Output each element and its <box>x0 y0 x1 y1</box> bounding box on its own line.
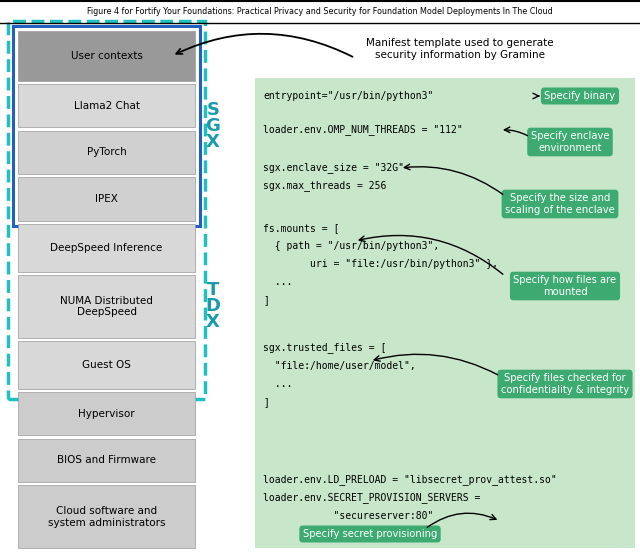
Text: PyTorch: PyTorch <box>86 148 126 158</box>
Bar <box>8 21 205 398</box>
Text: uri = "file:/usr/bin/python3" },: uri = "file:/usr/bin/python3" }, <box>263 259 498 269</box>
Text: Specify the size and
scaling of the enclave: Specify the size and scaling of the encl… <box>505 193 615 215</box>
Text: Manifest template used to generate
security information by Gramine: Manifest template used to generate secur… <box>366 38 554 59</box>
Text: loader.env.OMP_NUM_THREADS = "112": loader.env.OMP_NUM_THREADS = "112" <box>263 124 463 135</box>
Text: ]: ] <box>263 295 269 305</box>
Text: NUMA Distributed
DeepSpeed: NUMA Distributed DeepSpeed <box>60 296 153 317</box>
Text: T: T <box>207 281 219 299</box>
Bar <box>18 84 195 127</box>
Text: Specify how files are
mounted: Specify how files are mounted <box>513 275 616 297</box>
Text: sgx.enclave_size = "32G": sgx.enclave_size = "32G" <box>263 163 404 174</box>
Bar <box>18 224 195 271</box>
Text: Specify secret provisioning: Specify secret provisioning <box>303 529 437 539</box>
Text: ...: ... <box>263 379 292 389</box>
Text: Cloud software and
system administrators: Cloud software and system administrators <box>48 506 165 527</box>
Text: ]: ] <box>263 397 269 407</box>
Text: DeepSpeed Inference: DeepSpeed Inference <box>51 243 163 253</box>
Text: User contexts: User contexts <box>70 51 143 61</box>
Bar <box>18 31 195 80</box>
Text: ...: ... <box>263 277 292 287</box>
Text: X: X <box>206 133 220 151</box>
Text: loader.env.LD_PRELOAD = "libsecret_prov_attest.so": loader.env.LD_PRELOAD = "libsecret_prov_… <box>263 475 557 486</box>
Text: X: X <box>206 314 220 331</box>
Text: Llama2 Chat: Llama2 Chat <box>74 100 140 110</box>
Text: sgx.trusted_files = [: sgx.trusted_files = [ <box>263 342 387 354</box>
Bar <box>18 439 195 482</box>
Bar <box>18 341 195 388</box>
Bar <box>13 26 200 225</box>
Bar <box>18 275 195 337</box>
Text: S: S <box>207 101 220 119</box>
Text: Hypervisor: Hypervisor <box>78 408 135 418</box>
Text: entrypoint="/usr/bin/python3": entrypoint="/usr/bin/python3" <box>263 91 433 101</box>
Text: { path = "/usr/bin/python3",: { path = "/usr/bin/python3", <box>263 241 439 251</box>
Text: Specify enclave
environment: Specify enclave environment <box>531 131 609 153</box>
Text: Guest OS: Guest OS <box>82 360 131 370</box>
Text: D: D <box>205 297 221 315</box>
Text: "secureserver:80": "secureserver:80" <box>263 511 433 521</box>
Text: sgx.max_threads = 256: sgx.max_threads = 256 <box>263 180 387 191</box>
Bar <box>255 78 635 548</box>
Bar <box>18 392 195 435</box>
Bar <box>18 486 195 548</box>
Text: G: G <box>205 117 220 135</box>
Text: IPEX: IPEX <box>95 194 118 204</box>
Bar <box>18 178 195 220</box>
Text: Figure 4 for Fortify Your Foundations: Practical Privacy and Security for Founda: Figure 4 for Fortify Your Foundations: P… <box>87 7 553 16</box>
Text: loader.env.SECRET_PROVISION_SERVERS =: loader.env.SECRET_PROVISION_SERVERS = <box>263 492 481 503</box>
Text: Specify binary: Specify binary <box>545 91 616 101</box>
Text: BIOS and Firmware: BIOS and Firmware <box>57 455 156 465</box>
Text: fs.mounts = [: fs.mounts = [ <box>263 223 339 233</box>
Text: "file:/home/user/model",: "file:/home/user/model", <box>263 361 416 371</box>
Bar <box>18 131 195 174</box>
Text: Specify files checked for
confidentiality & integrity: Specify files checked for confidentialit… <box>501 373 629 395</box>
